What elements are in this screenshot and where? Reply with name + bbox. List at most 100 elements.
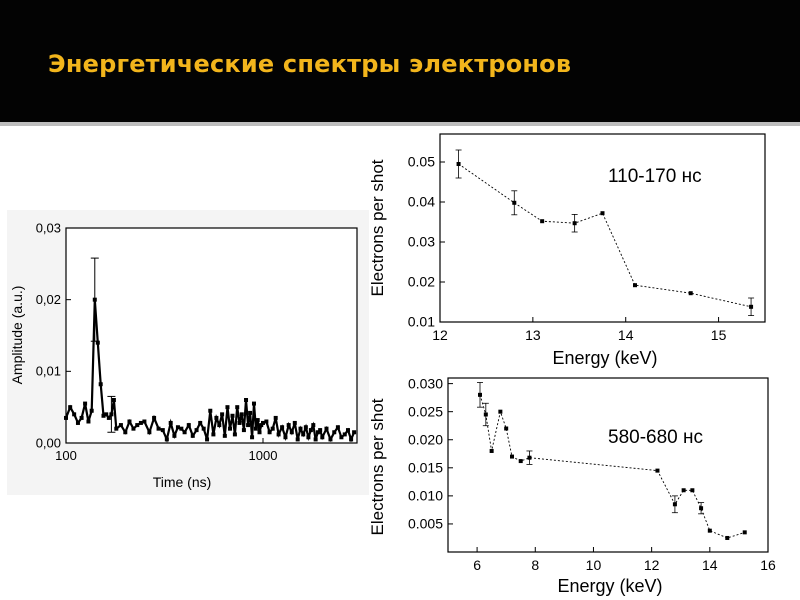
- data-point: [95, 340, 100, 345]
- x-tick-label: 6: [473, 557, 481, 573]
- data-point: [127, 419, 132, 424]
- data-point: [253, 426, 258, 431]
- data-point: [328, 437, 333, 442]
- data-point: [101, 413, 106, 418]
- x-tick-label: 13: [525, 327, 541, 343]
- data-point: [301, 432, 306, 437]
- y-tick-label: 0.02: [408, 274, 435, 290]
- data-point: [232, 432, 237, 437]
- series-line: [479, 394, 745, 539]
- data-point: [164, 437, 169, 442]
- y-tick-label: 0.020: [408, 431, 443, 447]
- data-point: [172, 433, 177, 438]
- data-point: [306, 435, 311, 440]
- x-tick-label: 12: [644, 557, 660, 573]
- data-point: [182, 430, 187, 435]
- data-point: [235, 405, 240, 410]
- data-point: [257, 430, 262, 435]
- data-point: [303, 425, 308, 430]
- data-point: [504, 426, 509, 431]
- data-point: [313, 437, 318, 442]
- data-point: [283, 435, 288, 440]
- chart-c-y-axis-label: Electrons per shot: [370, 398, 387, 535]
- data-point: [118, 423, 123, 428]
- data-point: [239, 412, 244, 417]
- data-point: [335, 425, 340, 430]
- data-point: [104, 412, 109, 417]
- data-point: [633, 283, 637, 288]
- data-point: [246, 423, 251, 428]
- slide-title: Энергетические спектры электронов: [48, 50, 572, 78]
- x-tick-label: 14: [702, 557, 718, 573]
- data-point: [255, 418, 260, 423]
- data-point: [315, 430, 320, 435]
- y-tick-label: 0.015: [408, 459, 443, 475]
- x-tick-label: 16: [760, 557, 776, 573]
- data-point: [261, 420, 266, 425]
- chart-a-y-axis-label: Amplitude (a.u.): [9, 286, 25, 385]
- y-tick-label: 0.005: [408, 516, 443, 532]
- data-point: [168, 420, 173, 425]
- data-point: [264, 419, 269, 424]
- x-tick-label: 15: [711, 327, 727, 343]
- data-point: [179, 426, 184, 431]
- data-point: [270, 426, 275, 431]
- amplitude-time-chart: 0,00 0,01 0,02 0,03 100 1000 Time (ns) Ampli…: [7, 210, 369, 495]
- data-point: [186, 423, 191, 428]
- data-point: [273, 415, 278, 420]
- series-line: [64, 299, 356, 443]
- data-point: [248, 410, 253, 415]
- data-point: [742, 530, 747, 535]
- data-point: [217, 423, 222, 428]
- y-tick-label: 0.03: [408, 234, 435, 250]
- data-point: [72, 412, 77, 417]
- data-point: [201, 426, 206, 431]
- data-point: [237, 420, 242, 425]
- data-point: [311, 423, 316, 428]
- energy-spectrum-580-680-chart: 0.005 0.010 0.015 0.020 0.025 0.030 6 8 10 12 14 1…: [370, 375, 776, 596]
- data-point: [318, 428, 323, 433]
- data-point: [295, 437, 300, 442]
- chart-b-plot-area: [439, 133, 766, 323]
- data-point: [339, 435, 344, 440]
- data-point: [267, 430, 272, 435]
- data-point: [79, 415, 84, 420]
- data-point: [342, 432, 347, 437]
- data-point: [688, 291, 693, 296]
- y-tick-label: 0.025: [408, 403, 443, 419]
- data-point: [332, 430, 337, 435]
- data-point: [83, 401, 88, 406]
- data-point: [230, 413, 235, 418]
- y-tick-label: 0.010: [408, 488, 443, 504]
- data-point: [498, 409, 503, 414]
- data-point: [190, 433, 195, 438]
- chart-c-annotation: 580-680 нс: [608, 427, 703, 448]
- data-point: [292, 420, 297, 425]
- data-point: [160, 428, 165, 433]
- y-tick-label: 0.04: [408, 194, 435, 210]
- data-point: [690, 488, 695, 493]
- y-tick-label: 0.030: [408, 375, 443, 391]
- data-point: [352, 430, 357, 435]
- data-point: [655, 468, 660, 473]
- data-point: [251, 401, 256, 406]
- series-line: [458, 163, 752, 308]
- data-point: [489, 448, 494, 453]
- x-tick-label: 14: [618, 327, 634, 343]
- data-point: [725, 535, 730, 540]
- data-point: [89, 408, 94, 413]
- data-point: [98, 382, 103, 387]
- data-point: [280, 425, 285, 430]
- data-point: [111, 398, 116, 402]
- header-divider: [0, 122, 800, 126]
- data-point: [123, 430, 128, 435]
- y-tick-label: 0,03: [36, 220, 61, 235]
- y-tick-label: 0.05: [408, 154, 435, 170]
- data-point: [114, 426, 119, 431]
- data-point: [64, 415, 68, 420]
- data-point: [225, 405, 230, 410]
- data-point: [250, 435, 255, 440]
- data-point: [518, 459, 523, 464]
- data-point: [152, 415, 157, 420]
- data-point: [208, 408, 213, 413]
